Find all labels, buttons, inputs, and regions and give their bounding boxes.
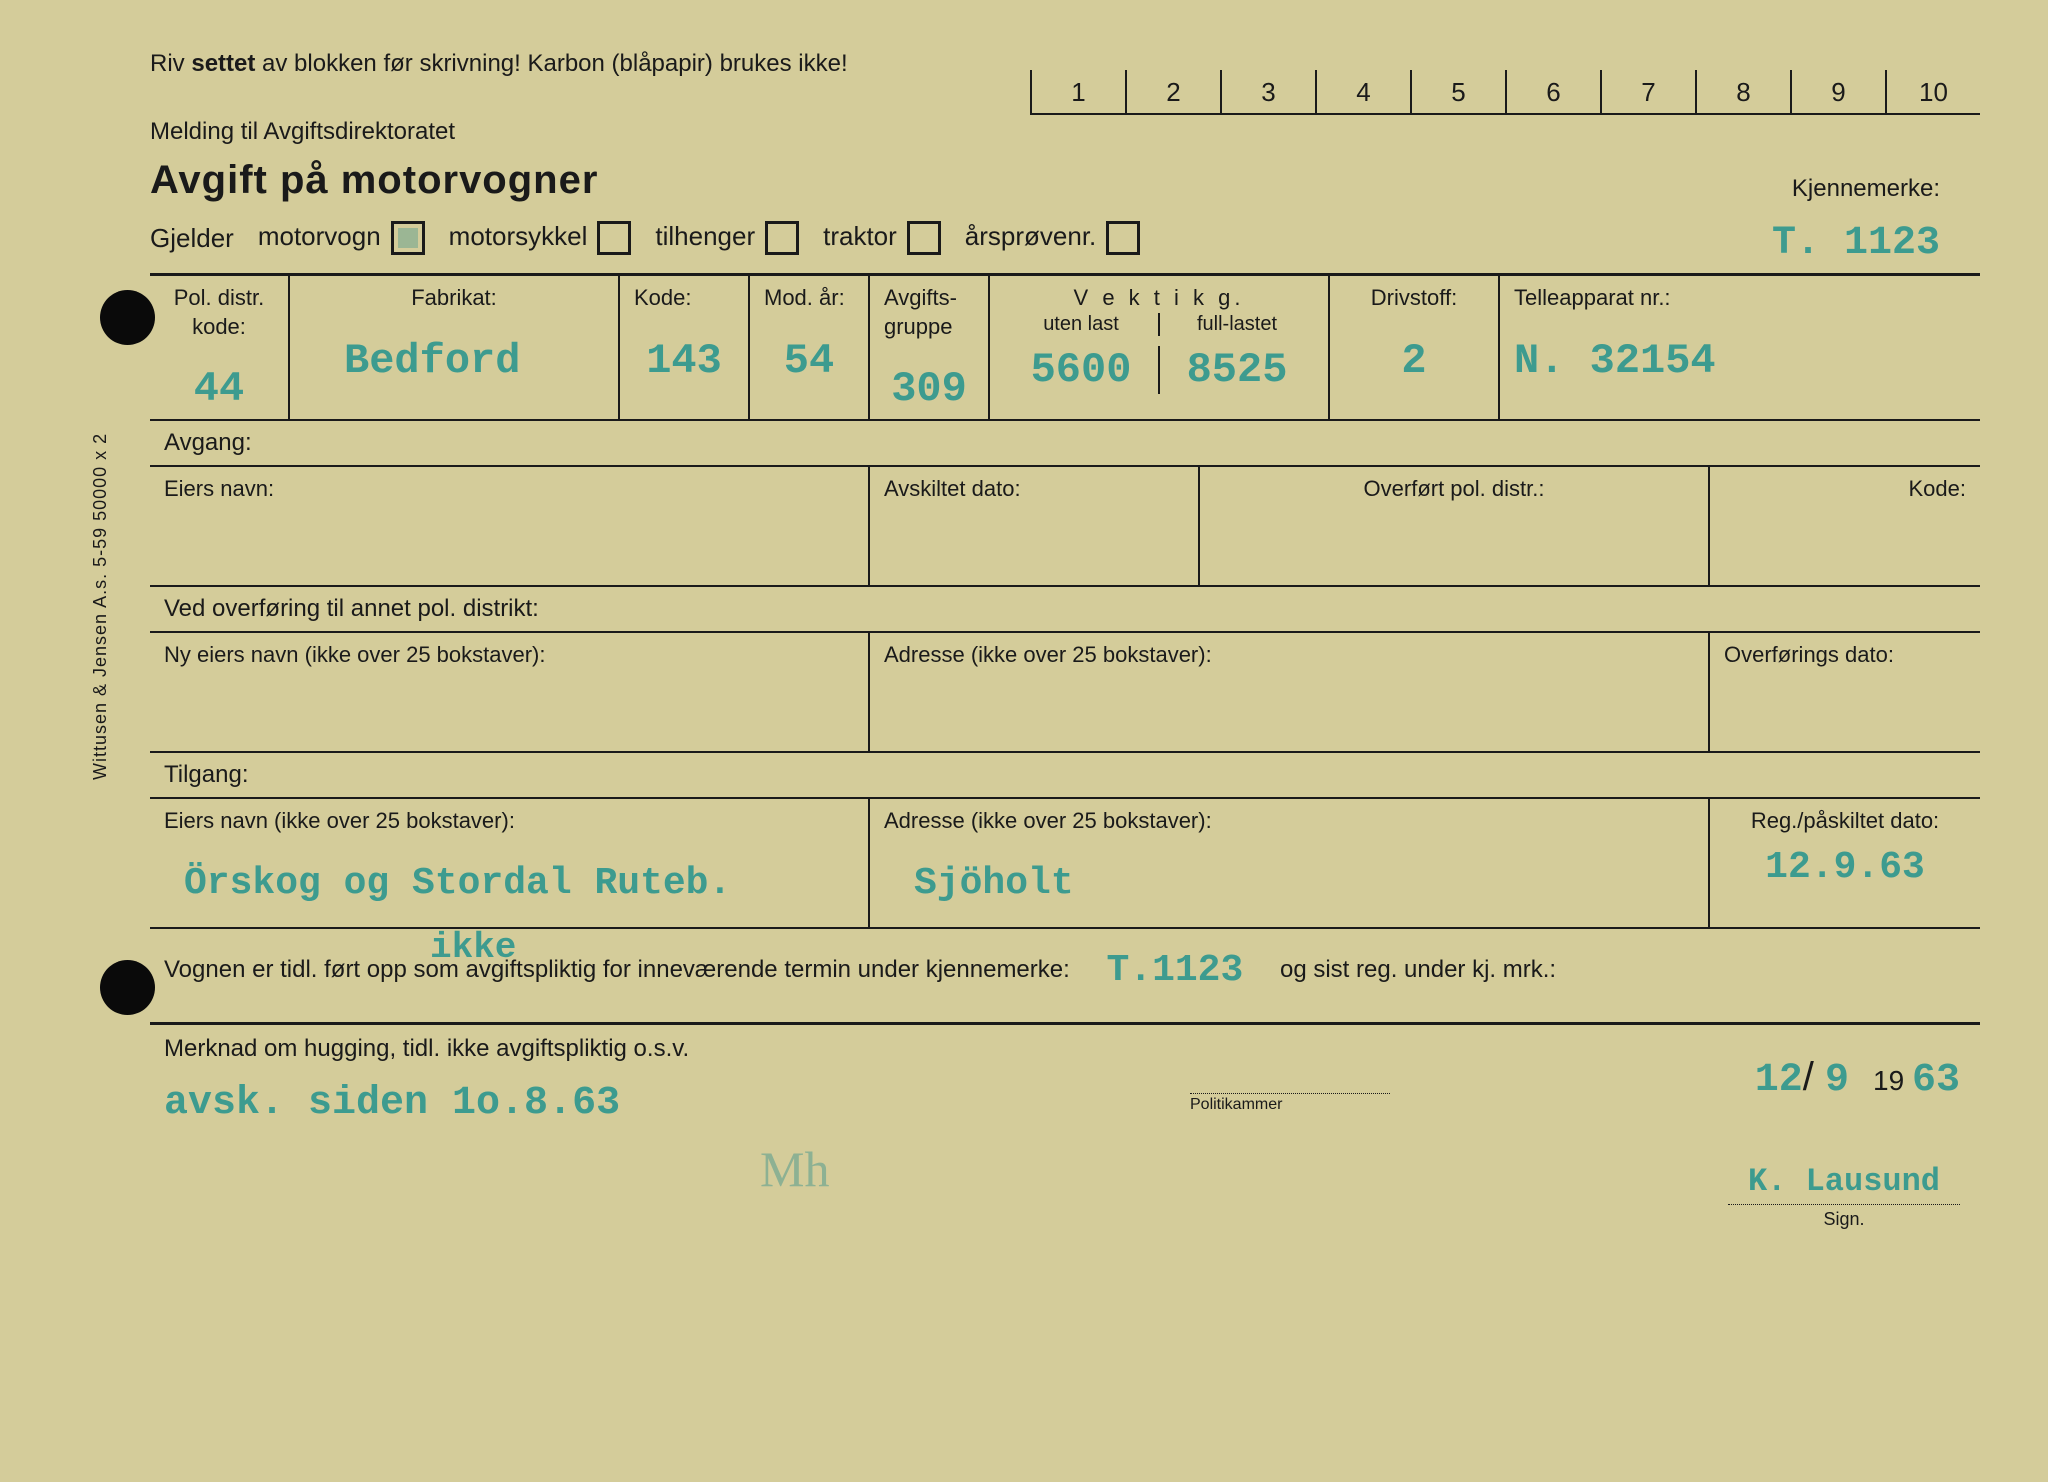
avgang-eier-label: Eiers navn:: [164, 475, 854, 504]
num-1: 1: [1030, 70, 1125, 115]
tidl-kj: T.1123: [1106, 949, 1243, 992]
tilgang-dato-value: 12.9.63: [1724, 846, 1966, 889]
checkbox-tilhenger[interactable]: [765, 221, 799, 255]
form-title: Avgift på motorvogner: [150, 158, 1792, 203]
tilgang-adresse-value: Sjöholt: [884, 862, 1694, 905]
vekt-full-value: 8525: [1158, 346, 1314, 394]
subtitle: Melding til Avgiftsdirektoratet: [150, 118, 1980, 146]
kode-value: 143: [634, 337, 734, 385]
driv-value: 2: [1344, 337, 1484, 385]
tidl-row: ikke Vognen er tidl. ført opp som avgift…: [150, 929, 1980, 1025]
avskiltet-label: Avskiltet dato:: [884, 475, 1184, 504]
overf-dato-label: Overførings dato:: [1724, 641, 1966, 670]
form-page: Riv settet av blokken før skrivning! Kar…: [150, 50, 1980, 1136]
tilgang-dato-label: Reg./påskiltet dato:: [1724, 807, 1966, 836]
checkbox-motorvogn[interactable]: [391, 221, 425, 255]
vekt-full-label: full-lastet: [1158, 313, 1314, 336]
mod-label: Mod. år:: [764, 284, 854, 313]
checkbox-motorsykkel[interactable]: [597, 221, 631, 255]
ny-eier-label: Ny eiers navn (ikke over 25 bokstaver):: [164, 641, 854, 670]
telle-label: Telleapparat nr.:: [1514, 284, 1966, 313]
num-5: 5: [1410, 70, 1505, 115]
pol-distr-label: Pol. distr. kode:: [164, 284, 274, 341]
telle-value: N. 32154: [1514, 337, 1966, 385]
tidl-text2: og sist reg. under kj. mrk.:: [1280, 956, 1556, 983]
overforing-section: Ved overføring til annet pol. distrikt:: [150, 587, 1980, 633]
avgang-kode-label: Kode:: [1724, 475, 1966, 504]
merknad-label: Merknad om hugging, tidl. ikke avgiftspl…: [164, 1035, 1966, 1063]
avg-value: 309: [884, 365, 974, 413]
gjelder-label: Gjelder: [150, 223, 234, 254]
tidl-ikke: ikke: [430, 927, 516, 968]
num-4: 4: [1315, 70, 1410, 115]
vekt-label: V e k t i k g.: [1004, 284, 1314, 313]
num-3: 3: [1220, 70, 1315, 115]
num-8: 8: [1695, 70, 1790, 115]
signature-name: K. Lausund: [1728, 1163, 1960, 1205]
avgang-section: Avgang:: [150, 421, 1980, 467]
scribble-mark: Mh: [760, 1140, 829, 1198]
opt-motorsykkel: motorsykkel: [449, 221, 632, 255]
footer: Merknad om hugging, tidl. ikke avgiftspl…: [150, 1025, 1980, 1136]
fabrikat-value: Bedford: [304, 337, 604, 385]
signature-date: 12/ 9 19 63: [1728, 1055, 1960, 1103]
printer-mark: Wittusen & Jensen A.s. 5-59 50000 x 2: [90, 433, 111, 780]
kode-label: Kode:: [634, 284, 734, 313]
merknad-value: avsk. siden 1o.8.63: [164, 1081, 1966, 1126]
vekt-uten-value: 5600: [1004, 346, 1158, 394]
pol-distr-value: 44: [164, 365, 274, 413]
checkbox-arsprovenr[interactable]: [1106, 221, 1140, 255]
tilgang-eier-label: Eiers navn (ikke over 25 bokstaver):: [164, 807, 854, 836]
num-2: 2: [1125, 70, 1220, 115]
kjennemerke-label: Kjennemerke:: [1792, 175, 1940, 203]
mod-value: 54: [764, 337, 854, 385]
opt-traktor: traktor: [823, 221, 941, 255]
number-scale: 1 2 3 4 5 6 7 8 9 10: [1030, 70, 1980, 115]
tidl-text1: Vognen er tidl. ført opp som avgiftsplik…: [164, 956, 1070, 983]
avg-label: Avgifts-gruppe: [884, 284, 974, 341]
tilgang-eier-value: Örskog og Stordal Ruteb.: [164, 862, 854, 905]
opt-tilhenger: tilhenger: [655, 221, 799, 255]
num-6: 6: [1505, 70, 1600, 115]
opt-arsprovenr: årsprøvenr.: [965, 221, 1141, 255]
num-7: 7: [1600, 70, 1695, 115]
fabrikat-label: Fabrikat:: [304, 284, 604, 313]
vekt-uten-label: uten last: [1004, 313, 1158, 336]
tilgang-adresse-label: Adresse (ikke over 25 bokstaver):: [884, 807, 1694, 836]
num-9: 9: [1790, 70, 1885, 115]
checkbox-traktor[interactable]: [907, 221, 941, 255]
num-10: 10: [1885, 70, 1980, 115]
driv-label: Drivstoff:: [1344, 284, 1484, 313]
kjennemerke-value: T. 1123: [1772, 221, 1940, 266]
vehicle-type-row: Gjelder motorvogn motorsykkel tilhenger …: [150, 221, 1980, 276]
overfort-label: Overført pol. distr.:: [1214, 475, 1694, 504]
politikammer-label: Politikammer: [1190, 1093, 1390, 1114]
opt-motorvogn: motorvogn: [258, 221, 425, 255]
sign-label: Sign.: [1728, 1209, 1960, 1230]
tilgang-section: Tilgang:: [150, 753, 1980, 799]
overf-adresse-label: Adresse (ikke over 25 bokstaver):: [884, 641, 1694, 670]
